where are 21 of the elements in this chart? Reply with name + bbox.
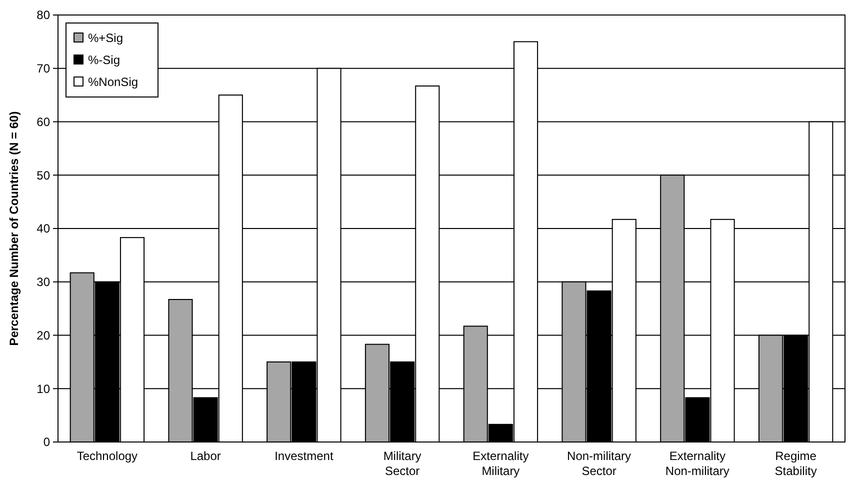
y-tick-label: 0	[43, 435, 50, 450]
legend-label: %-Sig	[88, 53, 120, 67]
y-tick-label: 40	[36, 222, 50, 236]
y-tick-label: 30	[36, 275, 50, 290]
y-axis-title: Percentage Number of Countries (N = 60)	[7, 111, 21, 346]
y-tick-label: 80	[36, 8, 50, 22]
x-tick-label: Military Sector	[383, 449, 422, 478]
y-tick-label: 50	[36, 168, 50, 182]
y-tick-label: 70	[36, 62, 50, 76]
x-tick-label: Technology	[76, 449, 138, 463]
legend-label: %NonSig	[88, 75, 138, 89]
x-tick-label: Externality Non-military	[665, 449, 730, 478]
y-tick-label: 60	[36, 114, 50, 129]
y-tick-label: 20	[36, 328, 50, 342]
x-tick-label: Externality Military	[472, 449, 529, 478]
legend-label: %+Sig	[88, 31, 124, 45]
y-tick-label: 10	[36, 382, 50, 396]
x-tick-label: Labor	[190, 449, 221, 463]
x-tick-label: Non-military Sector	[567, 449, 632, 478]
x-tick-label: Investment	[274, 449, 334, 463]
x-tick-label: Regime Stability	[774, 449, 817, 478]
